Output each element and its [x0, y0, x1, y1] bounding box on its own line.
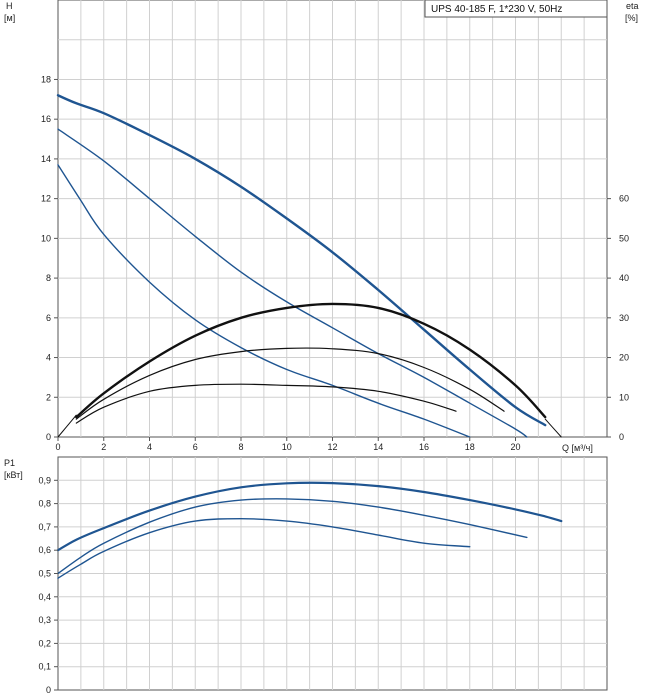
tick-label-x: 12: [327, 442, 337, 452]
eta-curve-4: [75, 347, 505, 420]
tick-label-x: 2: [101, 442, 106, 452]
power-curve-2: [57, 517, 471, 579]
tick-label-left: 0: [46, 685, 51, 695]
head-curve-7: [544, 418, 562, 438]
tick-label-left: 16: [41, 114, 51, 124]
tick-label-x: 4: [147, 442, 152, 452]
tick-label-right: 60: [619, 194, 629, 204]
tick-label-right: 10: [619, 392, 629, 402]
tick-label-left: 18: [41, 74, 51, 84]
eta-curve-5: [75, 383, 457, 424]
y-left-label-top: H: [6, 1, 13, 11]
x-axis-label: Q [м³/ч]: [562, 443, 593, 453]
y-left-label-bottom: [м]: [4, 13, 15, 23]
top-panel: 0 2 4 6 8 10 12 14 16 18 0 10 20 30 40 50 60 0 2 4 6 8 10 12 14 1…: [4, 0, 639, 453]
y-right-label-top: eta: [626, 1, 639, 11]
top-tick-labels: 0 2 4 6 8 10 12 14 16 18 0 10 20 30 40 50 60 0 2 4 6 8 10 12 14 1…: [41, 74, 629, 452]
tick-label-left: 2: [46, 392, 51, 402]
tick-label-left: 0,3: [38, 615, 51, 625]
bottom-tick-labels: 0 0,1 0,2 0,3 0,4 0,5 0,6 0,7 0,8 0,9: [38, 475, 58, 695]
tick-label-left: 14: [41, 154, 51, 164]
tick-label-left: 0: [46, 432, 51, 442]
tick-label-x: 10: [282, 442, 292, 452]
tick-label-left: 12: [41, 194, 51, 204]
tick-label-left: 6: [46, 313, 51, 323]
head-curve-0: [56, 94, 547, 427]
tick-label-right: 30: [619, 313, 629, 323]
tick-label-right: 20: [619, 353, 629, 363]
tick-label-left: 0,8: [38, 499, 51, 509]
tick-label-left: 0,2: [38, 638, 51, 648]
y-right-label-bottom: [%]: [625, 13, 638, 23]
power-curve-1: [57, 498, 528, 575]
tick-label-x: 6: [193, 442, 198, 452]
head-curve-2: [57, 164, 471, 438]
power-label-top: P1: [4, 458, 15, 468]
tick-label-x: 8: [238, 442, 243, 452]
tick-label-right: 50: [619, 233, 629, 243]
legend-text: UPS 40-185 F, 1*230 V, 50Hz: [431, 4, 562, 15]
head-curve-6: [57, 414, 77, 438]
head-curve-1: [57, 128, 528, 438]
tick-label-x: 14: [373, 442, 383, 452]
tick-label-right: 40: [619, 273, 629, 283]
bottom-panel: 0 0,1 0,2 0,3 0,4 0,5 0,6 0,7 0,8 0,9 P1 [кВт]: [4, 456, 608, 695]
bottom-gridlines: [58, 457, 607, 690]
legend-frame: [424, 0, 608, 18]
tick-label-right: 0: [619, 432, 624, 442]
tick-label-left: 0,7: [38, 522, 51, 532]
tick-label-left: 0,6: [38, 545, 51, 555]
top-series-group: [56, 94, 562, 438]
legend-box: UPS 40-185 F, 1*230 V, 50Hz: [424, 0, 608, 18]
power-label-bottom: [кВт]: [4, 470, 23, 480]
tick-label-left: 0,4: [38, 592, 51, 602]
tick-label-x: 18: [465, 442, 475, 452]
tick-label-x: 16: [419, 442, 429, 452]
tick-label-left: 0,9: [38, 475, 51, 485]
power-curve-0: [56, 481, 563, 552]
tick-label-left: 10: [41, 233, 51, 243]
tick-label-x: 0: [55, 442, 60, 452]
tick-label-x: 20: [510, 442, 520, 452]
tick-label-left: 0,1: [38, 662, 51, 672]
bottom-series-group: [56, 481, 563, 579]
eta-curve-3: [75, 302, 547, 419]
tick-label-left: 4: [46, 353, 51, 363]
tick-label-left: 0,5: [38, 569, 51, 579]
tick-label-left: 8: [46, 273, 51, 283]
